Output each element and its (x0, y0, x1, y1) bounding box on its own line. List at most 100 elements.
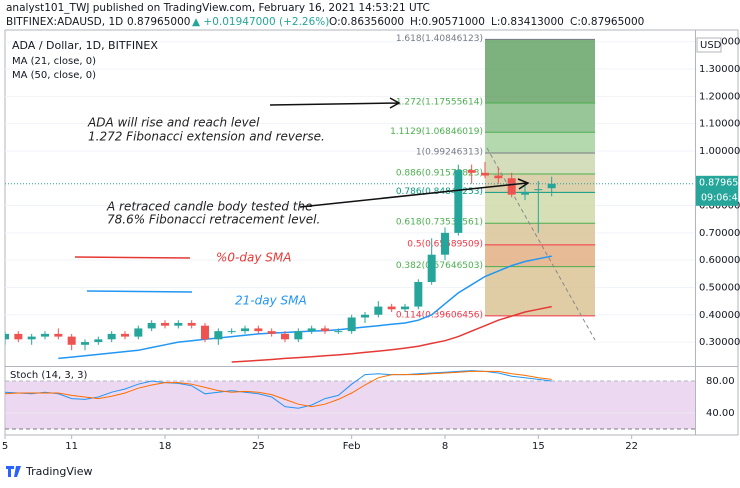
moving-average (231, 305, 552, 363)
ma-legend-label: 21-day SMA (235, 294, 307, 308)
x-tick-label: 8 (442, 441, 448, 452)
chart-title: ADA / Dollar, 1D, BITFINEX (12, 39, 158, 52)
countdown: 09:06:45 (701, 192, 740, 203)
annotation: A retraced candle body tested the (106, 200, 313, 214)
fib-zone (485, 39, 595, 104)
annotation: ADA will rise and reach level (87, 116, 260, 130)
y-tick-label: 0.40000000 (699, 310, 740, 321)
fib-label: 1.1129(1.06846019) (390, 127, 483, 137)
fib-trend (486, 147, 596, 341)
y-tick-label: 40.00 (706, 408, 735, 419)
candle-body (241, 328, 249, 332)
candle-body (521, 191, 529, 195)
candle-body (374, 306, 383, 315)
candle-body (214, 331, 223, 340)
stoch-band (5, 381, 695, 429)
y-tick-label: 1.20000000 (699, 91, 740, 102)
fib-zone (485, 223, 595, 245)
annotation: 1.272 Fibonacci extension and reverse. (88, 130, 325, 144)
candle-body (227, 331, 236, 333)
price-pane: 1.618(1.40846123) 1.272(1.17555614) 1.1129… (5, 34, 695, 363)
candle-body (547, 183, 556, 189)
ma-legend-label: %0-day SMA (216, 251, 291, 265)
y-tick-label: 80.00 (706, 376, 735, 387)
candle-body (361, 314, 369, 318)
y-tick-label: 1.00000000 (699, 146, 740, 157)
candle-body (5, 333, 9, 340)
candle-body (134, 328, 143, 337)
candle-body (14, 333, 23, 340)
candle-body (307, 328, 316, 332)
candle-body (347, 317, 356, 332)
fib-label: 1.618(1.40846123) (396, 34, 483, 44)
price: 0.87965000 (127, 16, 190, 28)
candle-body (294, 331, 303, 340)
x-tick-label: 25 (252, 441, 265, 452)
candle-body (94, 339, 103, 343)
candle-body (427, 254, 436, 283)
candle-body (201, 325, 209, 340)
indicator-title: Stoch (14, 3, 3) (10, 370, 87, 381)
candle-body (174, 322, 183, 326)
candle-body (147, 322, 156, 329)
candle-body (494, 175, 503, 179)
candle-body (161, 322, 169, 326)
currency: USD (700, 40, 722, 51)
stoch-line (5, 370, 552, 408)
annotation: 78.6% Fibonacci retracement level. (107, 213, 320, 227)
high: H:0.90571000 (410, 16, 485, 28)
arrow (299, 178, 530, 208)
change: ▲ +0.01947000 (+2.26%) (192, 16, 329, 28)
fib-zone (485, 132, 595, 154)
x-tick-label: 15 (532, 441, 545, 452)
last-price-label: 0.87965000 (699, 177, 740, 188)
candle-body (281, 333, 289, 340)
candle-body (187, 322, 196, 326)
x-tick-label: Feb (343, 441, 361, 452)
footer: TradingView (6, 465, 92, 478)
candle-body (467, 170, 476, 173)
candle-body (27, 336, 36, 340)
fib-label: 0.886(0.91572823) (396, 168, 483, 178)
candle-body (81, 342, 89, 345)
candle-body (254, 328, 263, 332)
candle-body (267, 331, 276, 334)
candle-body (507, 178, 516, 195)
x-tick-label: 18 (159, 441, 172, 452)
fib-label: 1.272(1.17555614) (396, 98, 483, 108)
fib-label: 0.114(0.39606456) (396, 310, 483, 320)
overlay: 1.400000001.300000001.200000001.10000000… (2, 37, 740, 452)
y-tick-label: 0.60000000 (699, 255, 740, 266)
close: C:0.87965000 (570, 16, 644, 28)
candle-body (387, 306, 396, 310)
candle-body (334, 331, 343, 333)
last-price-box (696, 175, 738, 206)
fib-label: 0.618(0.73532561) (396, 218, 483, 228)
candle-body (481, 172, 489, 176)
x-tick-label: 22 (625, 441, 638, 452)
y-tick-label: 0.80000000 (699, 201, 740, 212)
candle-body (121, 333, 129, 337)
y-tick-label: 0.70000000 (699, 228, 740, 239)
indicator-label: MA (21, close, 0) (12, 56, 96, 67)
moving-average (58, 255, 552, 360)
y-tick-label: 1.10000000 (699, 119, 740, 130)
y-tick-label: 0.30000000 (699, 337, 740, 348)
fib-zone (485, 103, 595, 133)
candle-body (441, 232, 449, 255)
currency-box (696, 37, 722, 53)
candle-body (454, 170, 463, 233)
fib-label: 1(0.99246313) (416, 148, 483, 158)
candle-body (401, 306, 409, 310)
fib-zone (485, 192, 595, 224)
logo (6, 466, 21, 477)
low: L:0.83413000 (491, 16, 564, 28)
author-line: analyst101_TWJ published on TradingView.… (6, 2, 430, 14)
ma-legend-line (86, 290, 193, 293)
brand: TradingView (25, 465, 92, 478)
ma-legend-line (74, 256, 191, 259)
candle-body (107, 333, 116, 340)
candle-body (41, 333, 49, 337)
x-tick-label: 5 (2, 441, 8, 452)
